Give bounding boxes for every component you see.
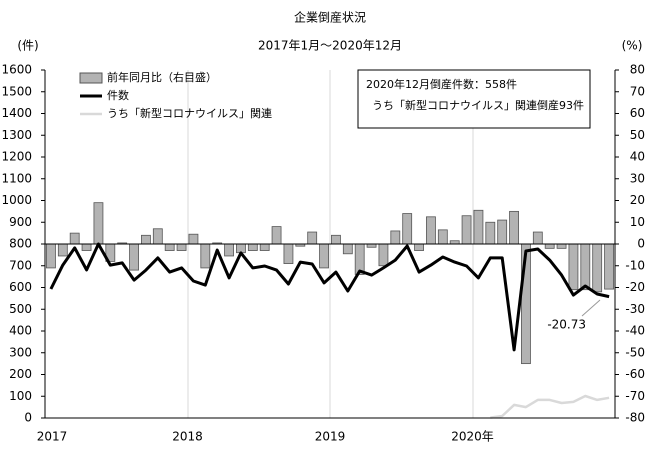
legend-swatch [79,72,103,84]
y2-tick-label: 0 [637,237,645,251]
y-tick-label: 300 [9,345,32,359]
chart-subtitle: 2017年1月～2020年12月 [258,39,402,53]
x-tick-label: 2020年 [451,430,494,444]
bar [568,243,579,291]
y2-tick-label: 60 [630,106,645,120]
x-tick-label: 2018 [172,430,203,444]
bar [200,243,211,269]
y-tick-label: 1100 [1,171,32,185]
bar [188,233,199,245]
bar [331,234,341,245]
bar [69,232,80,245]
legend-label: うち「新型コロナウイルス」関連 [107,106,272,120]
y2-tick-label: 10 [630,215,645,229]
y-tick-label: 600 [9,280,32,294]
y-tick-label: 1400 [1,106,32,120]
y-tick-label: 200 [9,367,32,381]
bar [283,243,294,264]
y-tick-label: 800 [9,237,32,251]
bar [592,243,603,293]
y-tick-label: 700 [9,258,32,272]
bar [93,202,104,245]
bar [437,229,448,245]
y2-axis-label: (%) [622,39,643,53]
bar [176,243,187,251]
bar [224,243,234,257]
bar [152,228,163,245]
x-tick-label: 2017 [37,430,68,444]
legend-label: 件数 [107,89,129,102]
bar [319,243,329,269]
y2-tick-label: 20 [630,193,645,207]
y-tick-label: 1600 [1,63,32,77]
bar [271,226,282,245]
y2-tick-label: -60 [625,367,645,381]
bar [129,243,139,271]
legend-label: 前年同月比（右目盛） [107,70,217,84]
y-tick-label: 1200 [1,150,32,164]
y-tick-label: 400 [9,324,32,338]
bar [46,243,56,269]
bar [485,221,496,245]
y2-tick-label: -70 [625,389,645,403]
line [49,242,610,352]
leader-line [581,299,601,317]
y-tick-label: 1000 [1,193,32,207]
bar [532,231,543,245]
y2-tick-label: -80 [625,411,645,425]
y-tick-label: 500 [9,302,32,316]
y2-tick-label: -50 [625,345,645,359]
y2-tick-label: -10 [625,258,645,272]
bar [81,243,92,251]
y-tick-label: 100 [9,389,32,403]
line [490,394,610,419]
y-tick-label: 0 [24,411,32,425]
y-tick-label: 1500 [1,84,32,98]
bar [259,243,270,251]
bar [307,231,318,245]
bar [604,243,614,290]
bar [342,243,353,255]
bar [461,215,472,245]
y2-tick-label: -40 [625,324,645,338]
bar [402,213,413,245]
x-tick-label: 2019 [315,430,346,444]
annotation-box [357,69,591,129]
bar [247,243,258,251]
y2-tick-label: 30 [630,171,645,185]
bar [141,234,151,245]
y2-tick-label: 50 [630,128,645,142]
annotation: 2020年12月倒産件数：558件 [366,77,517,91]
y-axis-label: (件) [17,39,38,53]
bar [414,243,424,251]
bar [378,243,389,267]
annotation: うち「新型コロナウイルス」関連倒産93件 [372,98,584,112]
bar [509,210,519,245]
y2-tick-label: -30 [625,302,645,316]
bar [473,209,484,245]
data-label: -20.73 [547,318,586,332]
y-tick-label: 1300 [1,128,32,142]
bar [390,230,401,245]
bar [57,243,68,257]
bar [544,243,555,249]
y2-tick-label: -20 [625,280,645,294]
chart-title: 企業倒産状況 [294,10,366,25]
bar [580,243,591,291]
y-tick-label: 900 [9,215,32,229]
bar [236,243,246,254]
bar [164,243,175,251]
bar [556,243,567,249]
bar [426,216,436,245]
y2-tick-label: 80 [630,63,645,77]
y2-tick-label: 70 [630,84,645,98]
y2-tick-label: 40 [630,150,645,164]
bar [497,219,508,245]
